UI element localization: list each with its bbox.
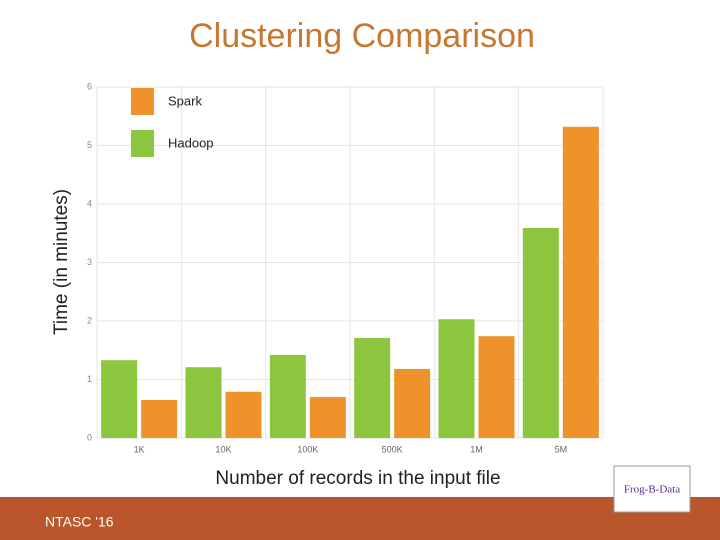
logo: Frog-B-Data (624, 484, 680, 496)
x-tick-label: 100K (297, 444, 318, 454)
footer-band (0, 497, 720, 540)
x-tick-label: 1M (470, 444, 483, 454)
logo-box (613, 465, 691, 513)
x-axis-label: Number of records in the input file (215, 468, 500, 489)
bar (269, 354, 306, 438)
bar (522, 227, 559, 438)
y-axis-label: Time (in minutes) (51, 189, 72, 335)
bar (478, 336, 515, 438)
y-tick-label: 1 (87, 374, 92, 384)
legend-label: Hadoop (168, 135, 214, 150)
chart-title: Clustering Comparison (189, 17, 535, 55)
legend-label: Spark (168, 93, 202, 108)
bar (101, 360, 138, 438)
x-tick-label: 500K (382, 444, 403, 454)
bar (225, 391, 262, 438)
footer-text: NTASC '16 (45, 514, 114, 530)
x-tick-label: 1K (134, 444, 145, 454)
y-tick-label: 6 (87, 81, 92, 91)
bar (438, 319, 475, 438)
y-tick-label: 0 (87, 432, 92, 442)
bar (394, 368, 431, 438)
legend-swatch (131, 130, 154, 157)
x-tick-label: 10K (215, 444, 231, 454)
bar (309, 397, 346, 438)
y-tick-label: 2 (87, 315, 92, 325)
y-tick-label: 3 (87, 257, 92, 267)
y-tick-label: 5 (87, 140, 92, 150)
legend-swatch (131, 88, 154, 115)
bar (354, 337, 391, 438)
bar (141, 399, 178, 438)
x-tick-label: 5M (555, 444, 568, 454)
bar (562, 126, 599, 438)
y-tick-label: 4 (87, 198, 92, 208)
bar (185, 367, 222, 438)
